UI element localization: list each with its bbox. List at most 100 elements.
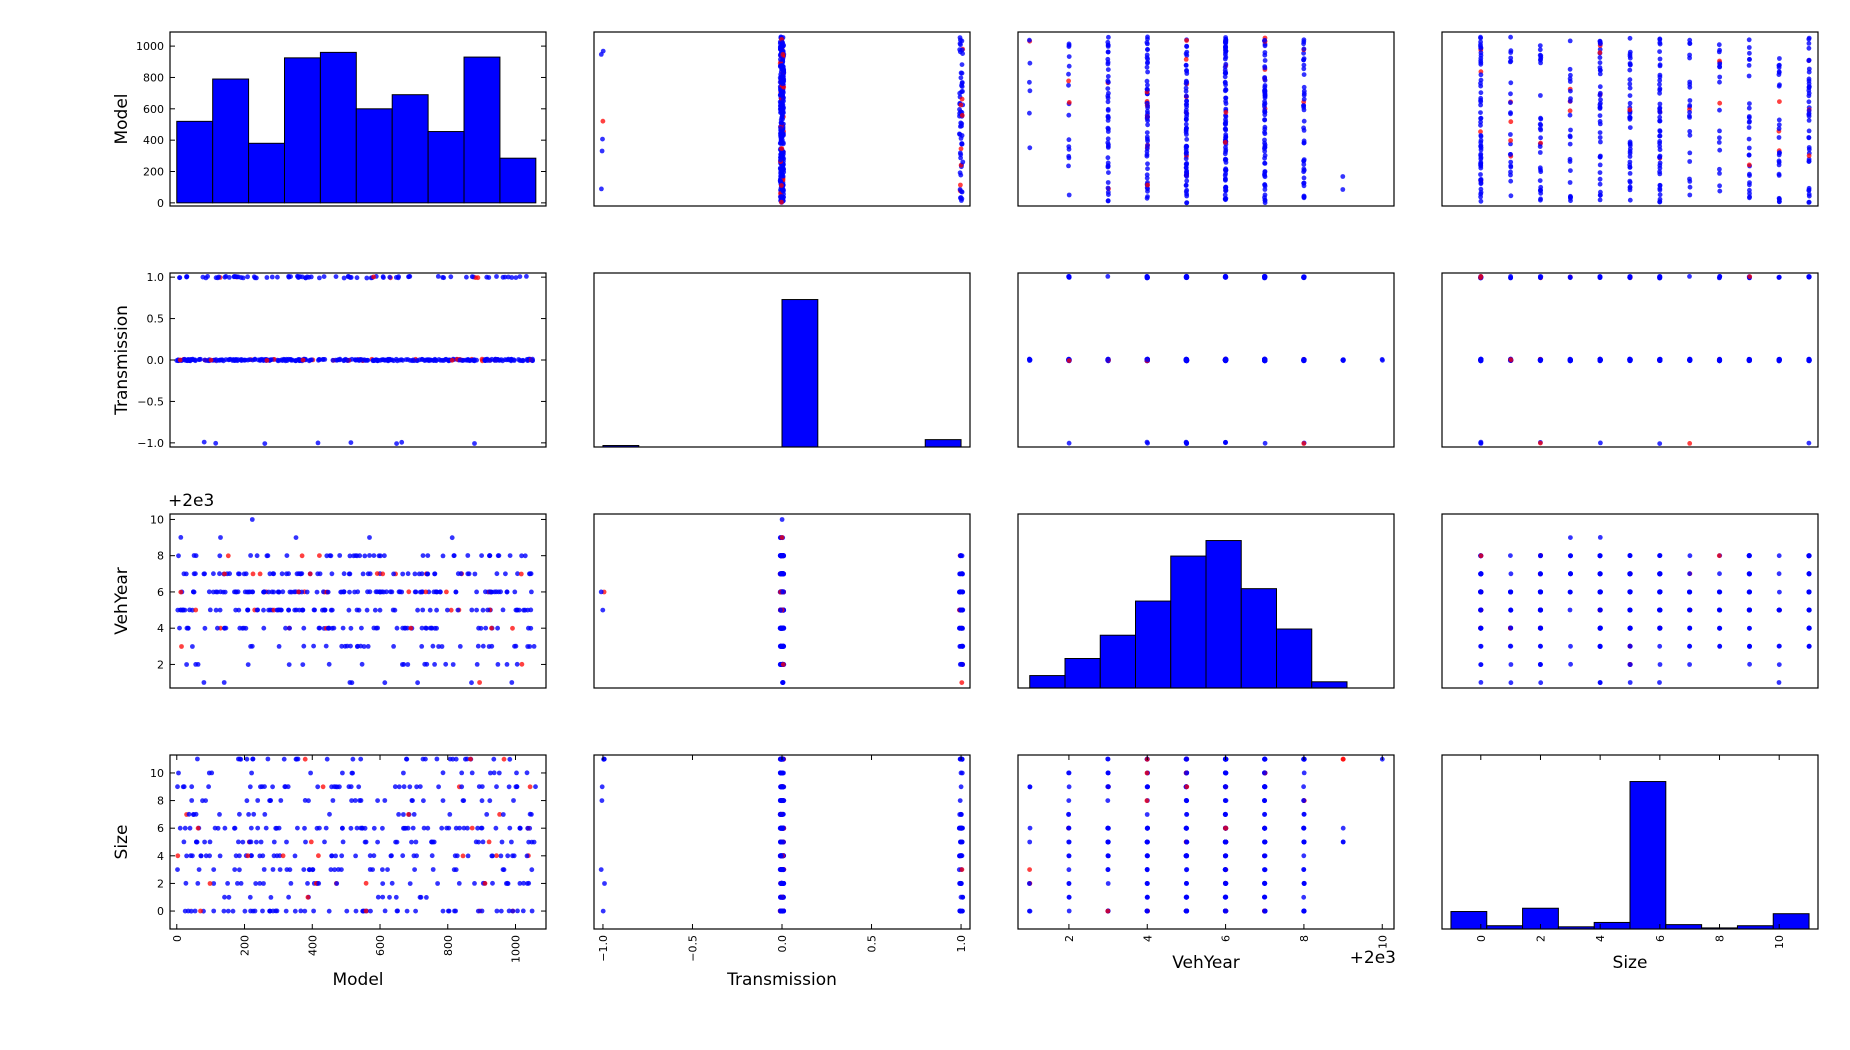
point	[1657, 74, 1663, 80]
point	[1262, 197, 1268, 203]
point	[500, 607, 506, 613]
point	[450, 662, 456, 667]
point	[1538, 56, 1543, 62]
hist-bar-model-1	[212, 78, 250, 204]
point	[1478, 275, 1483, 280]
point	[264, 358, 270, 363]
point	[202, 625, 208, 631]
point	[957, 825, 962, 831]
point	[780, 63, 786, 69]
point	[190, 644, 195, 649]
point	[957, 107, 962, 112]
point	[1027, 110, 1032, 116]
point	[1746, 152, 1752, 158]
point	[1478, 129, 1483, 135]
point	[493, 825, 499, 831]
point	[1806, 199, 1812, 205]
point	[385, 867, 390, 872]
point	[211, 881, 217, 886]
point	[196, 867, 202, 872]
point	[1144, 64, 1150, 70]
point	[1747, 274, 1753, 279]
point	[1687, 132, 1693, 138]
point	[1717, 147, 1723, 153]
point	[1687, 98, 1693, 103]
point	[274, 607, 280, 613]
point	[1066, 839, 1072, 845]
point	[957, 571, 962, 577]
point	[1066, 853, 1072, 859]
point	[1301, 798, 1307, 803]
point	[1184, 79, 1190, 85]
point	[1746, 145, 1752, 151]
point	[1776, 275, 1782, 280]
point	[1567, 607, 1573, 613]
point	[293, 756, 299, 762]
point	[1145, 59, 1150, 65]
point	[302, 908, 308, 914]
point	[1597, 535, 1603, 540]
point	[1262, 160, 1267, 166]
point	[1657, 118, 1662, 124]
point	[1538, 571, 1543, 577]
point	[1627, 100, 1633, 106]
point	[302, 798, 308, 803]
point	[1717, 128, 1722, 134]
point	[261, 881, 266, 886]
point	[316, 881, 322, 886]
point	[1538, 440, 1543, 446]
point	[179, 644, 184, 649]
point	[414, 784, 419, 790]
point	[957, 589, 963, 595]
point	[512, 589, 518, 595]
point	[310, 867, 315, 873]
point	[1717, 607, 1723, 613]
point	[347, 553, 353, 559]
point	[501, 867, 507, 873]
point	[501, 756, 507, 762]
point	[198, 908, 203, 914]
point	[779, 784, 785, 790]
point	[599, 784, 605, 790]
point	[1066, 100, 1072, 105]
point	[517, 274, 523, 279]
point	[1627, 589, 1633, 595]
point	[1478, 662, 1484, 667]
point	[1478, 194, 1483, 200]
point	[957, 132, 963, 137]
point	[959, 680, 965, 685]
point	[448, 274, 454, 280]
point	[957, 49, 963, 55]
point	[1145, 188, 1150, 194]
point	[213, 440, 219, 446]
point	[339, 853, 345, 859]
point	[1145, 194, 1150, 200]
panel-frame	[593, 31, 971, 207]
point	[958, 195, 963, 201]
point	[496, 770, 502, 776]
point	[315, 784, 321, 790]
point	[1657, 78, 1663, 83]
point	[1746, 63, 1752, 68]
hist-bar-transmission-9	[924, 439, 962, 448]
point	[352, 589, 357, 595]
point	[1223, 134, 1229, 140]
point	[1806, 185, 1812, 191]
point	[1627, 197, 1633, 203]
point	[271, 589, 277, 595]
point	[529, 839, 535, 845]
point	[1145, 161, 1150, 167]
point	[1223, 167, 1229, 173]
point	[1776, 83, 1782, 89]
point	[337, 784, 342, 790]
point	[1627, 141, 1633, 147]
point	[511, 798, 516, 803]
point	[236, 839, 241, 845]
point	[357, 553, 363, 559]
point	[284, 553, 290, 558]
point	[1567, 553, 1573, 559]
point	[405, 662, 411, 667]
point	[339, 643, 345, 649]
point	[1301, 166, 1307, 172]
hist-bar-vehyear-2	[1099, 634, 1136, 689]
